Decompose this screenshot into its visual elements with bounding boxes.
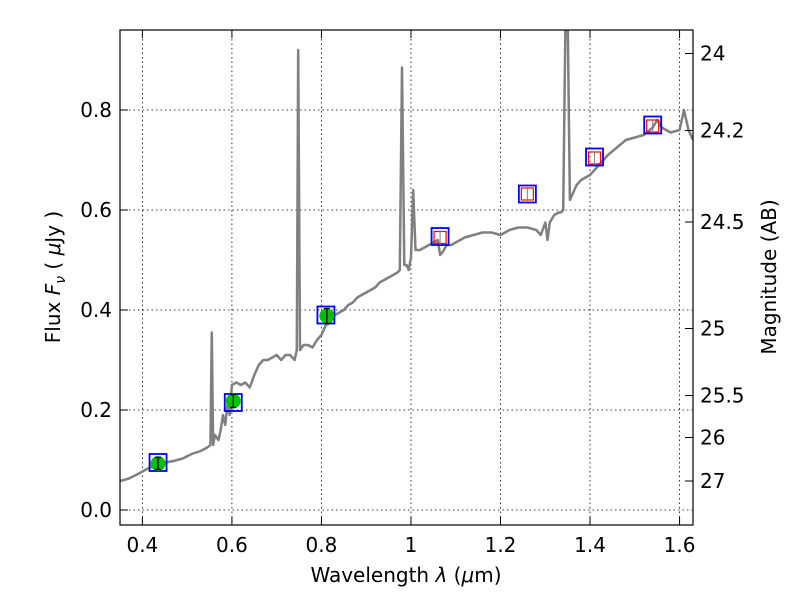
model-photometry-square <box>585 147 604 167</box>
x-tick-label: 1.2 <box>485 533 517 557</box>
y-tick-label: 0.8 <box>80 98 112 122</box>
spectrum-layer <box>120 30 693 483</box>
y-tick-label: 0.2 <box>80 398 112 422</box>
x-tick-label: 0.8 <box>306 533 338 557</box>
right-axis-label: Magnitude (AB) <box>757 199 781 354</box>
y-tick-label: 0.0 <box>80 498 112 522</box>
x-axis: 0.4 0.6 0.8 1 1.2 1.4 1.6 <box>126 30 695 557</box>
x-tick-label: 1.6 <box>664 533 696 557</box>
model-photometry-square <box>643 115 663 135</box>
grid <box>120 30 693 525</box>
right-tick-label: 24 <box>700 42 725 66</box>
model-photometry-square <box>517 184 537 204</box>
right-axis: 24 24.2 24.5 25 25.5 26 27 <box>685 42 745 493</box>
right-tick-label: 26 <box>700 426 725 450</box>
right-tick-label: 24.5 <box>700 210 745 234</box>
y-axis-label: Flux Fν ( μJy ) <box>41 211 69 343</box>
x-axis-label: Wavelength λ (μm) <box>310 563 501 587</box>
right-tick-label: 27 <box>700 469 725 493</box>
right-tick-label: 25 <box>700 317 725 341</box>
x-tick-label: 0.4 <box>126 533 158 557</box>
x-tick-label: 0.6 <box>216 533 248 557</box>
y-tick-label: 0.6 <box>80 198 112 222</box>
x-tick-label: 1.4 <box>574 533 606 557</box>
y-axis: 0.0 0.2 0.4 0.6 0.8 <box>80 98 128 522</box>
right-tick-label: 25.5 <box>700 384 745 408</box>
y-tick-label: 0.4 <box>80 298 112 322</box>
right-tick-label: 24.2 <box>700 119 745 143</box>
spectrum-line <box>120 30 693 483</box>
marker-layer <box>148 115 663 472</box>
model-photometry-square <box>430 227 450 246</box>
plot-frame <box>119 29 694 526</box>
x-tick-label: 1 <box>405 533 418 557</box>
